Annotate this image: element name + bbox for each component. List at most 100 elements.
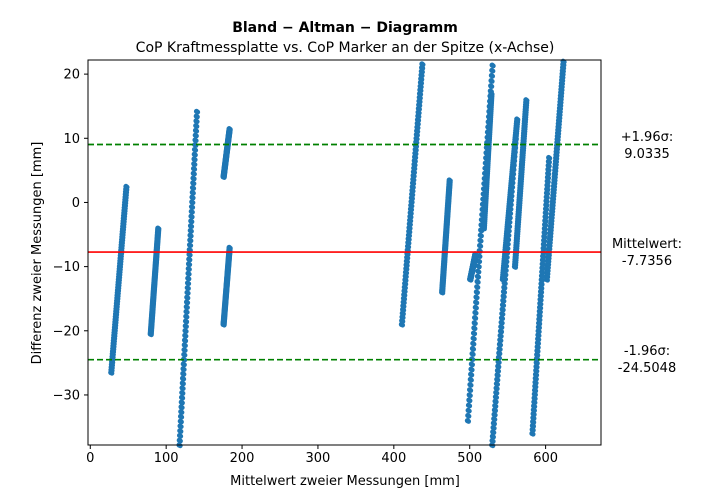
data-point [489, 91, 495, 97]
data-point [535, 356, 541, 362]
data-point [413, 159, 418, 164]
data-point [542, 230, 548, 236]
data-point [405, 259, 410, 265]
data-point [534, 364, 540, 370]
data-point [472, 331, 478, 337]
data-point [184, 309, 190, 315]
data-point [420, 65, 426, 71]
data-point [477, 259, 483, 265]
data-point [546, 175, 552, 181]
data-point [492, 421, 497, 427]
data-point [195, 109, 201, 115]
data-point [470, 362, 475, 368]
data-point [179, 405, 185, 411]
data-point [402, 296, 408, 302]
data-point [403, 278, 409, 283]
data-point [190, 209, 195, 215]
data-point [186, 276, 192, 282]
x-tick-label: 0 [86, 451, 94, 466]
data-point [405, 252, 411, 257]
data-point [420, 62, 426, 68]
data-point [541, 246, 547, 252]
data-point [541, 254, 547, 260]
upper-limit-annotation-value: 9.0335 [624, 147, 670, 162]
data-point [539, 289, 545, 295]
data-point [413, 151, 419, 157]
point-cluster [220, 244, 233, 328]
data-point [404, 263, 410, 269]
data-point [227, 245, 233, 251]
data-point [192, 162, 198, 167]
data-point [190, 205, 196, 210]
data-point [402, 289, 408, 295]
point-cluster [176, 108, 201, 449]
data-point [189, 219, 195, 225]
point-cluster [543, 58, 567, 283]
data-point [404, 266, 410, 272]
data-point [537, 317, 543, 323]
data-point [411, 181, 417, 187]
data-point [501, 298, 507, 304]
data-point [537, 313, 543, 319]
data-point [467, 403, 473, 409]
data-point [470, 352, 476, 357]
data-point [537, 321, 543, 327]
data-point [180, 400, 185, 406]
y-tick-label: 0 [72, 196, 80, 211]
point-cluster [511, 97, 530, 270]
data-point [401, 304, 407, 309]
data-point [534, 372, 540, 378]
data-point [542, 234, 548, 240]
data-point [419, 80, 425, 86]
data-point [178, 433, 184, 439]
data-point [495, 373, 501, 379]
data-point [533, 380, 539, 386]
x-tick-label: 600 [533, 451, 558, 466]
data-point [406, 240, 412, 246]
data-point [475, 279, 481, 285]
data-point [409, 211, 414, 216]
data-point [401, 300, 407, 306]
data-point [497, 347, 503, 352]
data-point [496, 368, 502, 374]
data-point [473, 252, 479, 257]
data-point [410, 196, 415, 202]
lower-limit-annotation: -1.96σ: -24.5048 [618, 344, 676, 376]
data-point [469, 367, 475, 373]
data-point [180, 390, 186, 396]
data-point [410, 192, 416, 198]
data-point [418, 88, 424, 94]
data-point [417, 99, 423, 105]
x-tick-label: 200 [230, 451, 255, 466]
data-point [530, 431, 536, 437]
data-point [411, 173, 417, 179]
data-point [185, 295, 191, 301]
point-cluster [480, 90, 495, 232]
data-point [544, 199, 550, 205]
data-point [194, 124, 200, 129]
data-point [474, 295, 480, 301]
data-point [497, 351, 503, 357]
upper-limit-annotation: +1.96σ: 9.0335 [621, 130, 673, 162]
data-point [472, 326, 478, 332]
data-point [187, 252, 193, 258]
data-point [402, 292, 408, 298]
data-point [408, 218, 414, 224]
data-point [191, 176, 197, 182]
data-point [184, 319, 190, 325]
data-point [194, 133, 199, 139]
data-point [192, 166, 198, 172]
data-point [532, 404, 538, 410]
data-point [494, 390, 500, 396]
data-point [420, 69, 425, 75]
data-point [530, 427, 536, 433]
data-point [179, 414, 185, 420]
mean-annotation: Mittelwert: -7.7356 [612, 237, 682, 269]
data-point [409, 199, 415, 205]
data-point [411, 177, 417, 183]
data-point [419, 73, 425, 79]
data-point [531, 416, 537, 421]
data-point [404, 274, 409, 280]
data-point [501, 303, 507, 308]
